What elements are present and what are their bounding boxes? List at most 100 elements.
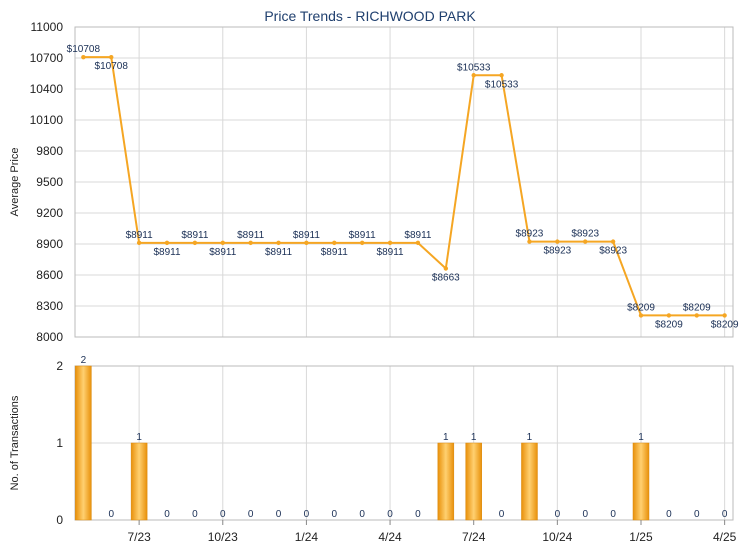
price-point: [694, 313, 699, 318]
price-point-label: $8663: [432, 272, 460, 283]
price-point-label: $8911: [126, 230, 154, 241]
transaction-count-label: 0: [192, 509, 198, 520]
price-point-label: $8911: [181, 230, 209, 241]
price-point: [387, 240, 393, 246]
x-tick-label: 10/24: [542, 530, 572, 544]
transaction-count-label: 0: [694, 509, 700, 520]
price-point-label: $8209: [711, 319, 739, 330]
price-point-label: $8209: [627, 302, 655, 313]
chart-title: Price Trends - RICHWOOD PARK: [264, 8, 476, 24]
price-point: [527, 239, 532, 244]
transaction-bar: [465, 442, 482, 521]
transaction-count-label: 0: [415, 509, 421, 520]
price-point: [666, 313, 672, 318]
price-point-label: $8923: [599, 246, 627, 257]
x-axis-ticks: 7/23 10/23 1/24 4/24 7/24 10/24 1/25 4/25: [127, 520, 737, 544]
price-y-tick-label: 8300: [36, 299, 63, 313]
price-y-tick-label: 8000: [36, 330, 63, 344]
price-y-axis-label: Average Price: [9, 148, 21, 217]
price-point-label: $8911: [321, 247, 349, 258]
transaction-bar: [521, 442, 538, 521]
price-point-label: $8911: [265, 247, 293, 258]
transaction-count-label: 0: [610, 509, 616, 520]
price-point: [109, 54, 114, 60]
price-point: [136, 240, 142, 246]
price-y-tick-label: 8600: [36, 268, 63, 282]
price-point-labels: $10708$10708$8911$8911$8911$8911$8911$89…: [67, 44, 739, 330]
price-point: [164, 240, 170, 246]
price-points: [81, 54, 727, 318]
price-point: [638, 313, 644, 318]
transaction-bars: [75, 365, 650, 521]
price-point: [499, 73, 504, 78]
price-point: [332, 240, 337, 246]
x-tick-label: 4/25: [713, 530, 737, 544]
transaction-count-label: 0: [108, 509, 114, 520]
price-point-label: $10708: [67, 44, 101, 55]
transaction-bar: [632, 442, 650, 521]
x-tick-label: 1/25: [629, 530, 653, 544]
price-y-tick-label: 8900: [36, 237, 63, 251]
price-point-label: $8911: [404, 230, 432, 241]
price-point-label: $8923: [571, 229, 599, 240]
transaction-count-label: 0: [555, 509, 561, 520]
price-point: [583, 239, 588, 244]
transaction-count-label: 0: [582, 509, 588, 520]
price-point-label: $8911: [153, 247, 181, 258]
transaction-count-label: 0: [220, 509, 226, 520]
x-tick-label: 4/24: [378, 530, 402, 544]
transaction-count-label: 1: [527, 432, 533, 443]
transactions-y-tick-label: 2: [56, 359, 63, 373]
price-panel-border: [74, 26, 734, 338]
transactions-y-ticks: 0 1 2: [56, 359, 63, 527]
transaction-count-label: 0: [359, 509, 365, 520]
transaction-bar-labels: 2 0 1 0 0 0 0 0 0 0 0 0 0 1 1 0 1 0 0 0 1 0 0 0: [81, 355, 728, 520]
x-tick-label: 7/23: [127, 530, 151, 544]
price-point: [220, 240, 225, 246]
price-y-ticks: 8000 8300 8600 8900 9200 9500 9800 10100 10400 10…: [30, 20, 64, 344]
price-point-label: $8911: [209, 247, 237, 258]
price-point: [192, 240, 198, 246]
price-point-label: $10533: [485, 79, 519, 90]
price-y-tick-label: 10100: [30, 113, 64, 127]
price-point-label: $8923: [516, 229, 544, 240]
transactions-y-tick-label: 1: [56, 436, 63, 450]
transaction-count-label: 0: [304, 509, 310, 520]
price-point: [415, 240, 421, 246]
price-point-label: $8911: [349, 230, 377, 241]
price-point-label: $8911: [293, 230, 321, 241]
transaction-count-label: 0: [499, 509, 505, 520]
transaction-bar: [437, 442, 455, 521]
price-y-tick-label: 9500: [36, 175, 63, 189]
price-point-label: $10708: [95, 61, 129, 72]
transaction-count-label: 0: [722, 509, 728, 520]
transaction-count-label: 0: [164, 509, 170, 520]
price-y-tick-label: 9800: [36, 144, 63, 158]
x-tick-label: 10/23: [208, 530, 238, 544]
x-tick-label: 7/24: [462, 530, 486, 544]
price-point-label: $8923: [543, 246, 571, 257]
transactions-panel-border: [74, 365, 734, 521]
transaction-count-label: 0: [666, 509, 672, 520]
transaction-count-label: 0: [248, 509, 254, 520]
transaction-count-label: 1: [443, 432, 449, 443]
transaction-count-label: 0: [276, 509, 282, 520]
price-point: [359, 240, 365, 246]
price-point: [610, 239, 616, 244]
price-point: [443, 266, 449, 271]
price-point-label: $8209: [655, 319, 683, 330]
price-line: [83, 56, 725, 317]
price-point: [248, 240, 253, 246]
transaction-count-label: 2: [81, 355, 87, 366]
transaction-count-label: 0: [387, 509, 393, 520]
price-point: [304, 240, 309, 246]
x-tick-label: 1/24: [295, 530, 319, 544]
transaction-count-label: 1: [471, 432, 477, 443]
price-grid: [74, 26, 734, 338]
transaction-count-label: 1: [638, 432, 644, 443]
transaction-count-label: 1: [136, 432, 142, 443]
price-point: [471, 73, 476, 78]
price-point: [722, 313, 727, 318]
transactions-y-tick-label: 0: [56, 513, 63, 527]
